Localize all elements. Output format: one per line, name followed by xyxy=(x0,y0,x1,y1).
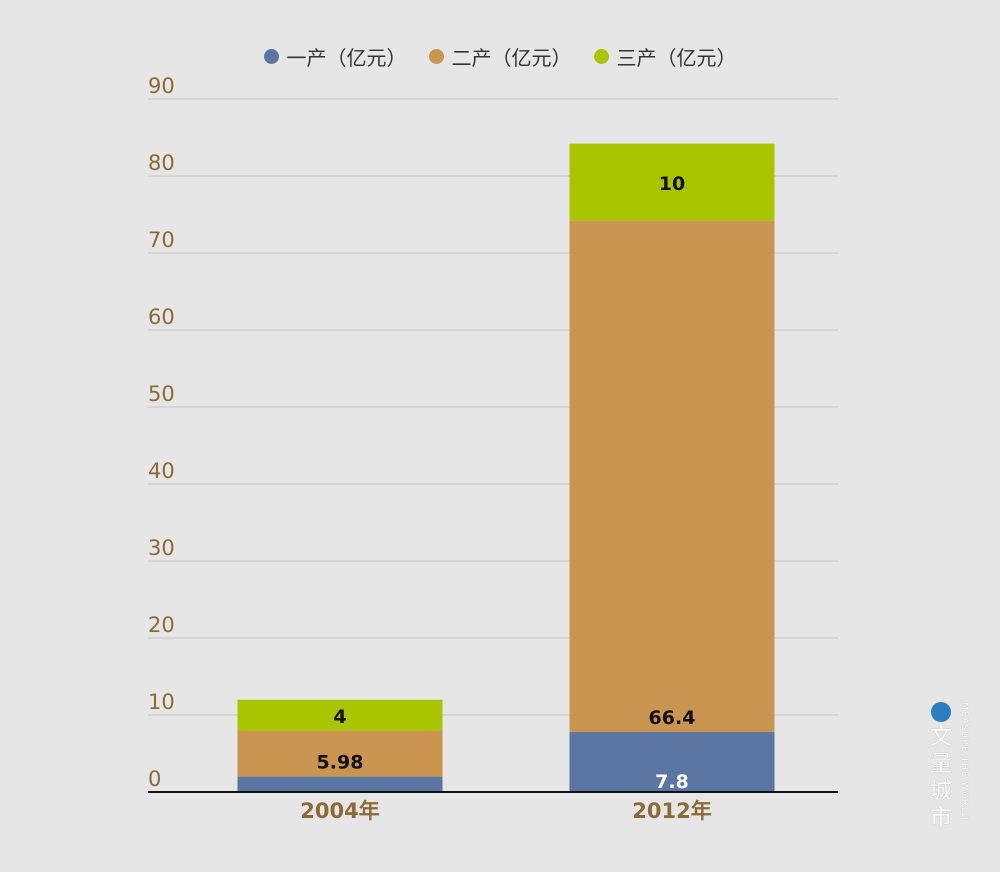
data-label: 66.4 xyxy=(649,707,696,729)
y-tick-label: 40 xyxy=(148,459,175,483)
legend-item: 二产（亿元） xyxy=(428,42,572,71)
y-tick-label: 20 xyxy=(148,613,175,637)
data-label: 5.98 xyxy=(317,752,364,774)
y-tick-label: 10 xyxy=(148,690,175,714)
bar-segment xyxy=(237,699,443,731)
bar-segment xyxy=(237,730,443,777)
bar-segment xyxy=(237,776,443,792)
legend-swatch xyxy=(428,49,444,64)
watermark-en: MEASURE THE WORLD xyxy=(959,702,969,821)
legend-label: 三产（亿元） xyxy=(616,46,737,70)
watermark: 文量城市 MEASURE THE WORLD xyxy=(928,700,978,840)
watermark-logo-icon xyxy=(931,702,951,722)
legend-label: 一产（亿元） xyxy=(286,46,407,70)
bar-segment xyxy=(569,731,775,792)
data-label: 7.8 xyxy=(655,771,689,793)
watermark-cn: 文量城市 xyxy=(929,725,952,831)
bar-segment xyxy=(569,143,775,221)
legend-swatch xyxy=(263,49,279,64)
y-tick-label: 0 xyxy=(148,767,161,791)
legend-label: 二产（亿元） xyxy=(451,46,572,70)
data-label: 4 xyxy=(333,706,346,728)
data-label: 10 xyxy=(659,173,685,195)
legend: 一产（亿元） 二产（亿元） 三产（亿元） xyxy=(0,42,1000,71)
y-tick-label: 50 xyxy=(148,382,175,406)
legend-swatch xyxy=(593,49,609,64)
y-tick-label: 70 xyxy=(148,228,175,252)
y-tick-label: 90 xyxy=(148,74,175,98)
bar-segment xyxy=(569,220,775,732)
y-tick-label: 60 xyxy=(148,305,175,329)
y-tick-label: 30 xyxy=(148,536,175,560)
x-tick-label: 2012年 xyxy=(632,799,711,823)
legend-item: 三产（亿元） xyxy=(593,42,737,71)
x-tick-label: 2004年 xyxy=(300,799,379,823)
legend-item: 一产（亿元） xyxy=(263,42,407,71)
y-tick-label: 80 xyxy=(148,151,175,175)
